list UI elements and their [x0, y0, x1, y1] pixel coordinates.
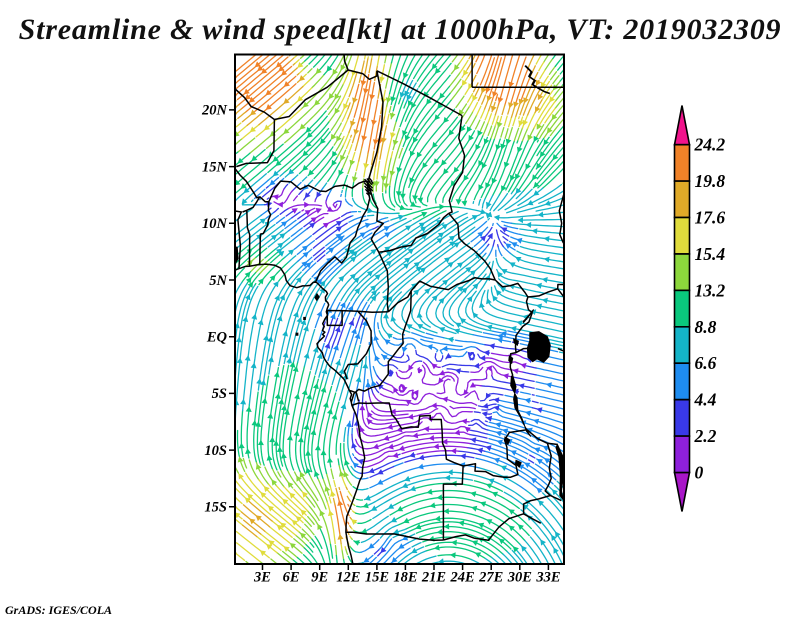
svg-text:15.4: 15.4 — [695, 244, 726, 264]
svg-text:15S: 15S — [204, 500, 227, 516]
svg-text:10S: 10S — [204, 443, 227, 459]
svg-text:5N: 5N — [209, 273, 227, 289]
svg-text:EQ: EQ — [206, 330, 228, 346]
svg-text:20N: 20N — [201, 103, 228, 119]
svg-text:17.6: 17.6 — [695, 208, 726, 228]
svg-text:24.2: 24.2 — [694, 135, 726, 155]
svg-text:3E: 3E — [253, 570, 271, 586]
svg-text:33E: 33E — [535, 570, 561, 586]
svg-text:4.4: 4.4 — [694, 390, 717, 410]
svg-text:5S: 5S — [212, 386, 227, 402]
svg-text:10N: 10N — [202, 216, 228, 232]
svg-text:21E: 21E — [421, 570, 447, 586]
svg-text:15N: 15N — [202, 159, 228, 175]
svg-text:30E: 30E — [507, 570, 533, 586]
svg-text:8.8: 8.8 — [695, 317, 717, 337]
svg-text:12E: 12E — [336, 570, 361, 586]
svg-text:13.2: 13.2 — [695, 280, 726, 300]
svg-text:19.8: 19.8 — [695, 171, 726, 191]
svg-text:24E: 24E — [450, 570, 476, 586]
svg-text:6E: 6E — [283, 570, 300, 586]
svg-text:27E: 27E — [478, 570, 504, 586]
svg-text:2.2: 2.2 — [694, 426, 717, 446]
svg-text:9E: 9E — [311, 570, 328, 586]
svg-text:6.6: 6.6 — [695, 353, 717, 373]
svg-text:0: 0 — [695, 463, 704, 483]
svg-text:15E: 15E — [365, 570, 390, 586]
svg-text:18E: 18E — [393, 570, 418, 586]
